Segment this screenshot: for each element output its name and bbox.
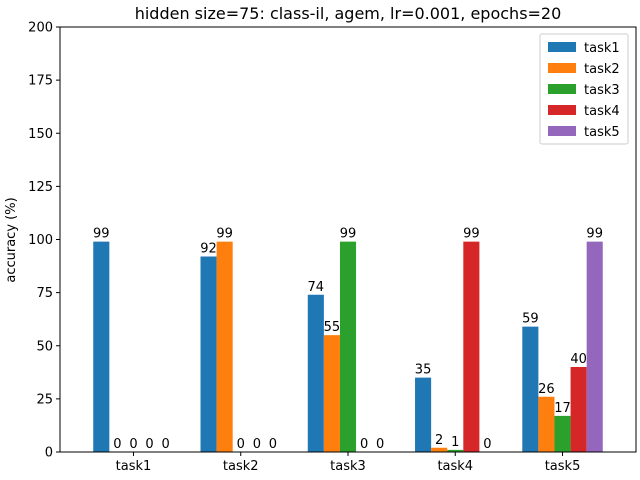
y-tick-label: 25 [36,392,53,407]
bar-value-label: 35 [415,363,432,378]
x-tick-label: task2 [223,459,259,474]
bar-value-label: 0 [113,437,121,452]
bar-value-label: 92 [200,242,217,257]
bar-value-label: 2 [435,433,443,448]
bar-value-label: 99 [586,227,603,242]
bar-task2-task2 [216,241,233,453]
bar-value-label: 99 [216,227,233,242]
y-tick-label: 100 [28,233,53,248]
bar-task4-task4 [463,241,480,453]
legend-label-task3: task3 [584,83,620,98]
legend-swatch-task5 [548,126,576,136]
bar-value-label: 0 [269,437,277,452]
y-tick-label: 50 [36,339,53,354]
bar-value-label: 0 [129,437,137,452]
y-tick-label: 200 [28,21,53,36]
bar-task3-task4 [447,449,464,453]
y-tick-label: 150 [28,127,53,142]
bar-value-label: 0 [237,437,245,452]
bar-task3-task5 [554,415,571,453]
bar-value-label: 99 [463,227,480,242]
bar-value-label: 74 [308,280,325,295]
chart-title: hidden size=75: class-il, agem, lr=0.001… [135,4,562,23]
x-tick-label: task5 [545,459,581,474]
bar-value-label: 0 [376,437,384,452]
bar-value-label: 0 [145,437,153,452]
bar-value-label: 17 [554,401,571,416]
x-tick-label: task1 [116,459,152,474]
bar-value-label: 0 [360,437,368,452]
legend-label-task1: task1 [584,41,620,56]
bar-task5-task5 [586,241,603,453]
bar-task2-task4 [431,447,448,452]
legend-box [539,33,629,145]
legend-swatch-task1 [548,42,576,52]
legend-label-task5: task5 [584,125,620,140]
legend-swatch-task4 [548,105,576,115]
legend: task1 task2 task3 task4 task5 [539,33,629,145]
bar-value-label: 59 [522,312,539,327]
bar-task1-task1 [93,241,110,453]
bar-task2-task3 [323,335,340,453]
bar-value-label: 55 [324,320,341,335]
x-tick-label: task3 [330,459,366,474]
legend-swatch-task3 [548,84,576,94]
bar-value-label: 0 [162,437,170,452]
bar-value-label: 99 [340,227,357,242]
y-tick-label: 0 [45,446,53,461]
y-axis-label: accuracy (%) [4,197,19,282]
y-tick-label: 75 [36,286,53,301]
bar-task1-task2 [200,256,217,452]
bar-value-label: 26 [538,382,555,397]
legend-label-task2: task2 [584,62,620,77]
x-tick-label: task4 [437,459,473,474]
bar-value-label: 99 [93,227,110,242]
bar-task3-task3 [339,241,357,453]
bar-value-label: 0 [483,437,491,452]
bar-task1-task5 [522,326,539,453]
bar-task1-task4 [415,377,432,453]
legend-swatch-task2 [548,63,576,73]
bar-value-label: 0 [253,437,261,452]
bar-task2-task5 [538,396,555,452]
bar-value-label: 40 [570,352,587,367]
bar-task4-task5 [570,367,587,452]
bar-task1-task3 [307,294,324,452]
bar-value-label: 1 [451,435,459,450]
y-tick-label: 125 [28,180,53,195]
y-tick-label: 175 [28,74,53,89]
legend-label-task4: task4 [584,104,620,119]
